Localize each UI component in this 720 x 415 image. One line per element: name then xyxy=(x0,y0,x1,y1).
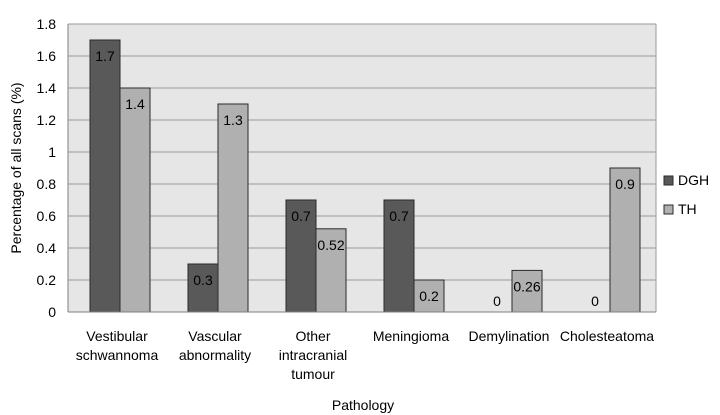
data-label-th-3: 0.2 xyxy=(419,288,439,304)
x-tick-label: Other intracranial tumour xyxy=(279,328,347,382)
legend: DGH TH xyxy=(663,172,709,217)
bar-th-2 xyxy=(315,228,347,313)
y-axis: 0 0.2 0.4 0.6 0.8 1 1.2 1.4 1.6 1.8 xyxy=(37,16,69,320)
y-tick-label: 1.2 xyxy=(37,112,57,128)
y-axis-title: Percentage of all scans (%) xyxy=(8,82,24,253)
gridlines xyxy=(68,23,657,312)
bar-dgh-3 xyxy=(383,199,415,313)
data-label-th-5: 0.9 xyxy=(615,176,635,192)
x-axis: Vestibular schwannoma Vascular abnormality O… xyxy=(68,311,656,382)
y-tick-label: 0.6 xyxy=(37,208,57,224)
data-label-dgh-4: 0 xyxy=(493,293,501,309)
legend-swatch-dgh xyxy=(663,175,674,186)
y-tick-label: 1.6 xyxy=(37,48,57,64)
y-tick-label: 1 xyxy=(48,144,56,160)
data-label-dgh-5: 0 xyxy=(591,293,599,309)
data-label-dgh-1: 0.3 xyxy=(193,272,213,288)
bar-dgh-2 xyxy=(285,199,317,313)
bar-dgh-0 xyxy=(89,39,121,313)
y-tick-label: 0.4 xyxy=(37,240,57,256)
data-label-dgh-3: 0.7 xyxy=(389,208,409,224)
bar-th-5 xyxy=(609,167,641,313)
x-axis-title: Pathology xyxy=(332,397,394,413)
data-label-th-0: 1.4 xyxy=(125,96,145,112)
x-tick-label: Demylination xyxy=(469,328,550,344)
data-label-dgh-0: 1.7 xyxy=(95,48,115,64)
plot-area xyxy=(68,24,656,312)
data-label-th-2: 0.52 xyxy=(317,237,344,253)
x-tick-label: Vascular abnormality xyxy=(179,328,251,363)
y-tick-label: 1.4 xyxy=(37,80,57,96)
legend-label-dgh: DGH xyxy=(678,172,709,188)
y-tick-label: 0.2 xyxy=(37,272,57,288)
legend-swatch-th xyxy=(663,204,674,215)
legend-label-th: TH xyxy=(678,201,697,217)
x-tick-label: Vestibular schwannoma xyxy=(76,328,159,363)
data-labels: 1.7 1.4 0.3 1.3 0.7 0.52 0.7 0.2 0 0.26 0 0.9 xyxy=(95,48,635,309)
y-tick-label: 0.8 xyxy=(37,176,57,192)
bar-th-1 xyxy=(217,103,249,313)
x-tick-label: Meningioma xyxy=(373,328,449,344)
bar-th-0 xyxy=(119,87,151,313)
data-label-th-1: 1.3 xyxy=(223,112,243,128)
data-label-dgh-2: 0.7 xyxy=(291,208,311,224)
data-label-th-4: 0.26 xyxy=(513,278,540,294)
x-tick-label: Cholesteatoma xyxy=(560,328,654,344)
y-tick-label: 1.8 xyxy=(37,16,57,32)
bar-th-4 xyxy=(511,269,543,313)
y-tick-label: 0 xyxy=(48,304,56,320)
